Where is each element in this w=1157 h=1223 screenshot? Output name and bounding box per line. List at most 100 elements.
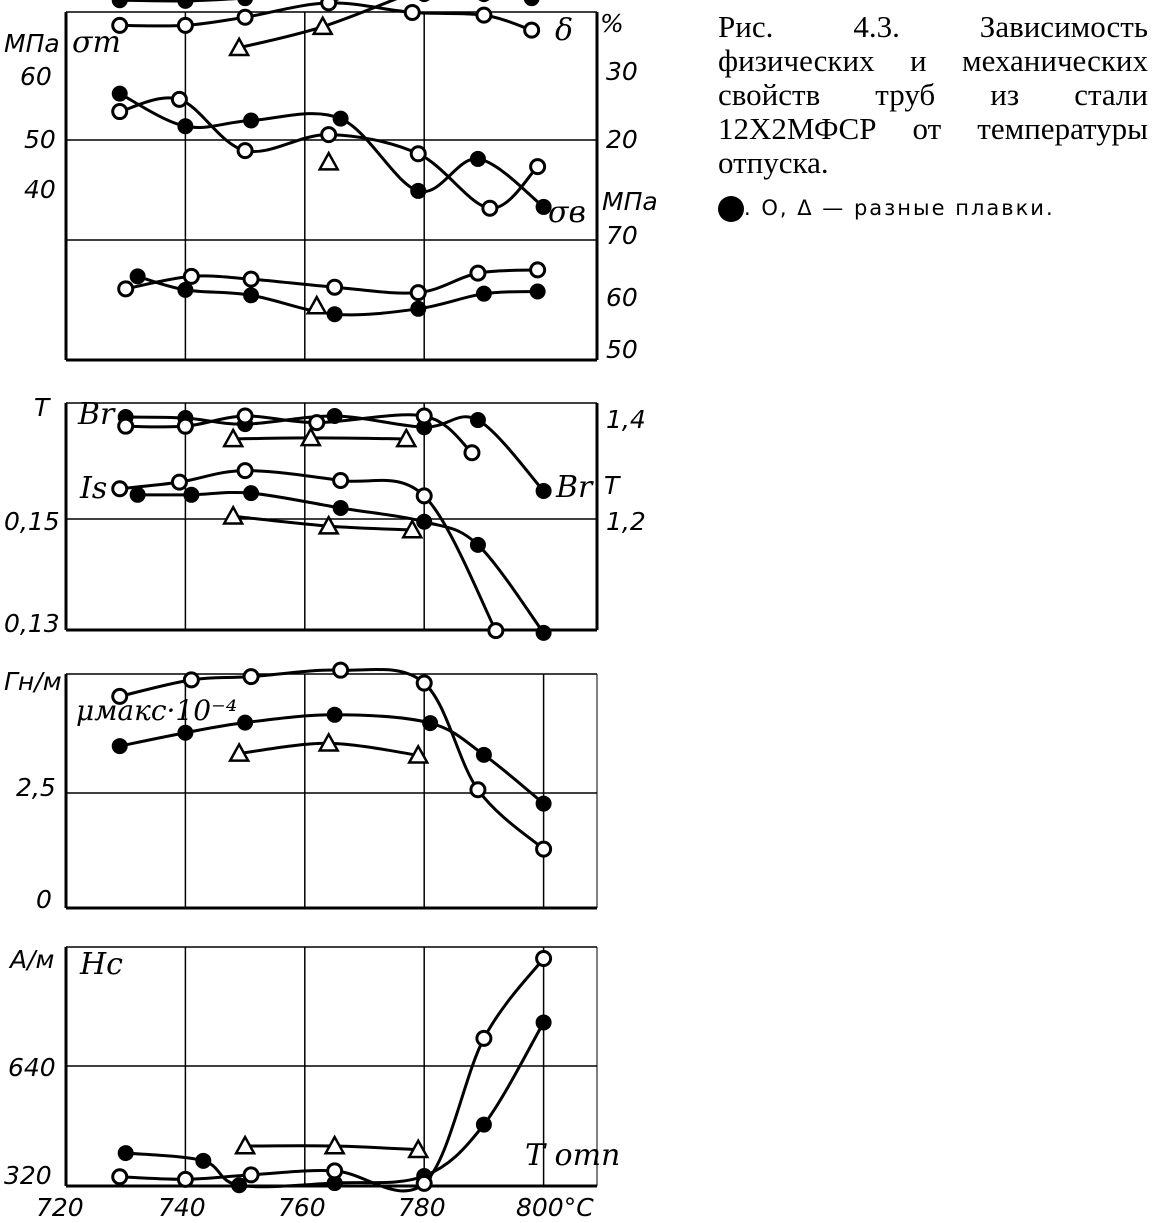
mechanical-series-6-point-6 xyxy=(529,283,546,300)
mechanical-series-6-point-2 xyxy=(243,287,260,304)
permeability-series-2-point-0 xyxy=(228,741,251,762)
magnetic-series-2-point-0 xyxy=(222,427,245,448)
magnetic-series-3-point-4 xyxy=(416,513,433,530)
magnetic-series-1-point-0 xyxy=(117,417,135,435)
magnetic-series-1-point-2 xyxy=(236,407,254,425)
panel3-left-tick-25: 2,5 xyxy=(16,773,56,802)
magnetic-series-1-point-1 xyxy=(176,417,194,435)
x-tick-800: 800°C xyxy=(516,1193,594,1222)
mechanical-series-6-point-0 xyxy=(129,268,146,285)
t-otp-label: T отп xyxy=(525,1138,620,1173)
panel1-right-tick-60: 60 xyxy=(606,283,638,312)
mechanical-series-1-point-6 xyxy=(523,21,541,39)
permeability-series-0-point-6 xyxy=(535,795,552,812)
grid-lines xyxy=(64,11,599,1188)
delta-label: δ xyxy=(555,13,573,48)
br-label-top: Br xyxy=(77,397,116,432)
panel1-right-tick-20: 20 xyxy=(606,125,638,154)
panel2-left-units: Т xyxy=(34,393,51,422)
coercivity-series-0-point-0 xyxy=(117,1145,134,1162)
permeability-series-2-point-2 xyxy=(407,743,430,764)
panel4-left-tick-320: 320 xyxy=(4,1161,52,1190)
permeability-series-0-point-1 xyxy=(177,724,194,741)
mechanical-series-0-point-4 xyxy=(418,0,430,3)
mechanical-series-3-point-1 xyxy=(177,118,194,135)
hc-label: Hc xyxy=(79,947,123,982)
mechanical-series-1-point-2 xyxy=(236,8,254,26)
panel2-right-tick-12: 1,2 xyxy=(606,507,646,536)
mechanical-series-0-point-2 xyxy=(237,0,253,7)
coercivity-series-1-point-6 xyxy=(535,949,553,967)
mechanical-series-3-curve xyxy=(119,92,545,209)
panel2-right-tick-14: 1,4 xyxy=(606,405,646,434)
mechanical-series-4-point-4 xyxy=(409,145,427,163)
magnetic-series-3-point-6 xyxy=(535,624,552,641)
x-tick-760: 760 xyxy=(278,1193,326,1222)
magnetic-series-4-point-2 xyxy=(236,462,254,480)
mechanical-series-3-point-0 xyxy=(111,85,128,102)
mechanical-series-1-point-1 xyxy=(176,16,194,34)
mechanical-series-3-point-2 xyxy=(243,112,260,129)
coercivity-series-0-point-5 xyxy=(475,1116,492,1133)
panel1-right-units-bottom: МПа xyxy=(602,187,658,216)
permeability-series-0-point-0 xyxy=(111,738,128,755)
permeability-series-0-point-3 xyxy=(326,706,343,723)
coercivity-series-0-point-3 xyxy=(326,1175,343,1192)
mechanical-series-4-point-5 xyxy=(481,199,499,217)
panel2-left-tick-015: 0,15 xyxy=(4,507,60,536)
mechanical-series-6-point-3 xyxy=(326,306,343,323)
coercivity-series-2-point-1 xyxy=(323,1134,346,1155)
sigma-t-label: σт xyxy=(72,25,121,60)
coercivity-series-2-point-0 xyxy=(233,1134,257,1155)
mechanical-series-3-point-4 xyxy=(410,182,427,199)
panel1-right-tick-50: 50 xyxy=(606,335,638,364)
coercivity-series-1-point-4 xyxy=(415,1174,433,1192)
permeability-series-0-point-4 xyxy=(422,715,439,732)
mechanical-series-0-point-0 xyxy=(111,0,128,9)
magnetic-series-1-point-4 xyxy=(415,407,433,425)
magnetic-series-2-point-2 xyxy=(395,427,418,448)
sigma-v-label: σв xyxy=(548,195,586,230)
mechanical-series-6-point-5 xyxy=(475,285,492,302)
coercivity-series-1-point-3 xyxy=(326,1162,344,1180)
mechanical-series-7-point-3 xyxy=(326,278,344,296)
panel2-left-tick-013: 0,13 xyxy=(4,609,60,638)
panel1-right-units-top: % xyxy=(600,9,624,38)
magnetic-series-5-point-1 xyxy=(317,514,340,535)
trend-curves xyxy=(119,0,545,1193)
mechanical-series-4-point-2 xyxy=(236,142,254,160)
mechanical-series-7-point-4 xyxy=(409,284,427,302)
panel4-left-units: А/м xyxy=(8,945,54,974)
coercivity-series-0-point-2 xyxy=(231,1177,248,1194)
permeability-series-1-point-2 xyxy=(242,668,260,686)
panel1-left-tick-40: 40 xyxy=(24,175,56,204)
mechanical-series-4-point-3 xyxy=(320,126,338,144)
magnetic-series-0-point-3 xyxy=(326,407,343,424)
panel3-left-tick-0: 0 xyxy=(36,885,52,914)
mechanical-series-6-point-4 xyxy=(410,300,427,317)
panel2-right-units: Т xyxy=(604,471,621,500)
data-markers xyxy=(111,0,553,1194)
magnetic-series-3-point-2 xyxy=(243,485,260,502)
x-tick-720: 720 xyxy=(36,1193,84,1222)
coercivity-series-1-point-2 xyxy=(242,1166,260,1184)
panel1-right-tick-30: 30 xyxy=(606,57,638,86)
magnetic-series-0-point-6 xyxy=(535,482,552,499)
mechanical-series-4-point-1 xyxy=(170,90,188,108)
permeability-series-1-point-1 xyxy=(182,671,200,689)
mechanical-series-0-point-1 xyxy=(177,0,194,9)
mechanical-series-1-point-4 xyxy=(403,3,421,21)
legend-text: . О, Δ — разные плавки. xyxy=(744,196,1055,220)
mechanical-series-5-point-0 xyxy=(317,150,340,171)
magnetic-series-4-point-5 xyxy=(487,622,505,640)
permeability-series-1-point-3 xyxy=(332,661,350,679)
magnetic-series-3-point-1 xyxy=(183,486,200,503)
mechanical-series-3-point-6 xyxy=(535,198,552,215)
magnetic-series-5-point-0 xyxy=(222,504,245,525)
mechanical-series-7-point-1 xyxy=(182,267,200,285)
coercivity-series-0-point-6 xyxy=(535,1014,552,1031)
magnetic-series-3-point-0 xyxy=(129,486,146,503)
mechanical-series-2-point-0 xyxy=(228,36,251,57)
mechanical-series-7-point-6 xyxy=(529,261,547,279)
